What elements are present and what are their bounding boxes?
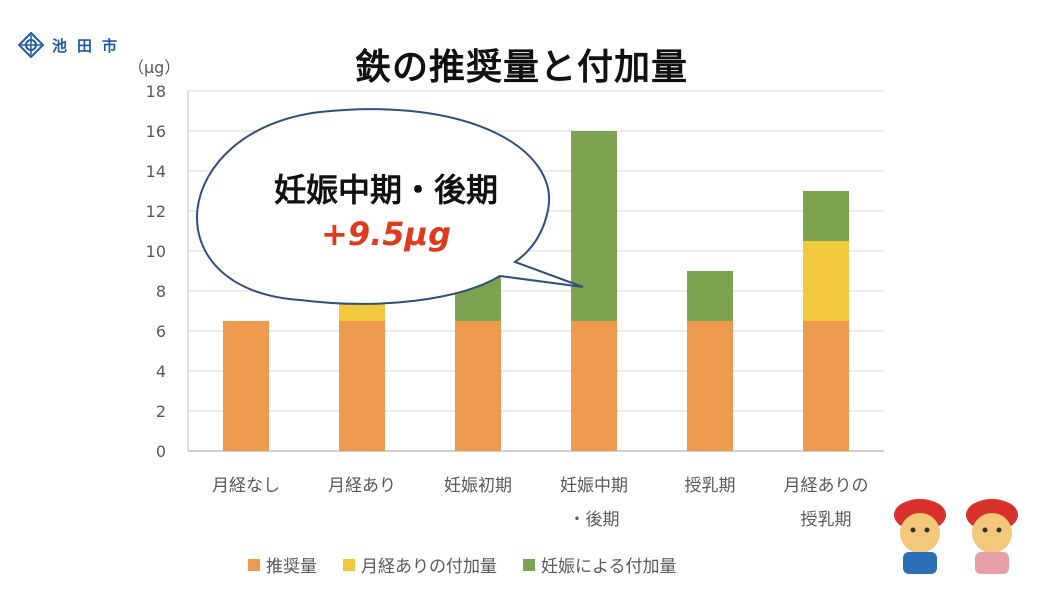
- y-tick-label: 18: [146, 82, 166, 101]
- legend-label: 月経ありの付加量: [361, 557, 497, 577]
- y-tick-label: 8: [156, 282, 166, 301]
- bar-segment: [571, 321, 617, 451]
- city-name: 池田市: [52, 36, 128, 55]
- city-emblem-icon: [18, 32, 44, 58]
- bar-segment: [223, 321, 269, 451]
- callout-bubble: [196, 108, 584, 305]
- legend-swatch: [343, 558, 355, 571]
- y-tick-label: 2: [156, 402, 166, 421]
- y-tick-label: 14: [146, 162, 166, 181]
- x-tick-label: 月経あり: [328, 476, 396, 496]
- bar-segment: [803, 241, 849, 321]
- x-tick-label: ・後期: [569, 510, 620, 530]
- y-axis: 0 2 4 6 8 10 12 14 16 18: [146, 82, 884, 461]
- callout-line1: 妊娠中期・後期: [273, 171, 498, 209]
- bar-segment: [687, 271, 733, 321]
- y-tick-label: 6: [156, 322, 166, 341]
- y-tick-label: 10: [146, 242, 166, 261]
- bar-segment: [803, 321, 849, 451]
- mascot-characters: [894, 499, 1018, 574]
- bar-segment: [687, 321, 733, 451]
- city-logo: 池田市: [18, 32, 127, 58]
- callout-text: 妊娠中期・後期 +9.5μg: [236, 165, 536, 253]
- y-tick-label: 16: [146, 122, 166, 141]
- y-tick-label: 0: [156, 442, 166, 461]
- y-axis-unit: （μg）: [128, 58, 181, 77]
- legend-label: 妊娠による付加量: [541, 557, 677, 577]
- mascot-left-icon: [894, 499, 946, 574]
- bar-segment: [571, 131, 617, 321]
- y-tick-label: 4: [156, 362, 166, 381]
- legend-label: 推奨量: [266, 557, 317, 577]
- x-tick-label: 授乳期: [801, 510, 852, 530]
- y-tick-label: 12: [146, 202, 166, 221]
- legend-item: 推奨量: [248, 552, 317, 577]
- x-tick-label: 妊娠中期: [560, 476, 628, 496]
- x-tick-label: 月経ありの: [784, 476, 869, 496]
- callout-shape: [196, 108, 584, 305]
- chart-title: 鉄の推奨量と付加量: [354, 47, 688, 88]
- bar-segment: [455, 321, 501, 451]
- legend-item: 妊娠による付加量: [523, 552, 677, 577]
- x-tick-label: 妊娠初期: [444, 476, 512, 496]
- callout-line2: +9.5μg: [321, 215, 451, 253]
- bar-segment: [803, 191, 849, 241]
- legend: 推奨量 月経ありの付加量 妊娠による付加量: [248, 552, 677, 577]
- bar-segment: [339, 321, 385, 451]
- x-tick-label: 月経なし: [212, 476, 280, 496]
- legend-item: 月経ありの付加量: [343, 552, 497, 577]
- legend-swatch: [248, 558, 260, 571]
- x-tick-label: 授乳期: [685, 476, 736, 496]
- mascot-right-icon: [966, 499, 1018, 574]
- legend-swatch: [523, 558, 535, 571]
